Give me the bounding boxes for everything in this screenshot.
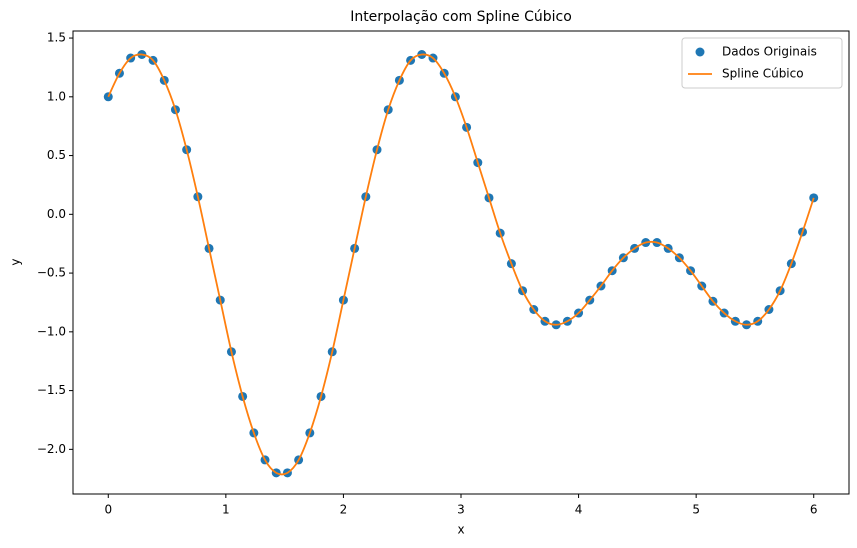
- chart-title: Interpolação com Spline Cúbico: [350, 9, 572, 25]
- y-tick-label: 0.0: [47, 207, 66, 221]
- x-tick-label: 1: [222, 503, 230, 517]
- x-tick-label: 6: [810, 503, 818, 517]
- x-tick-label: 5: [692, 503, 700, 517]
- y-tick-label: −1.5: [37, 383, 66, 397]
- x-tick-label: 4: [575, 503, 583, 517]
- legend-marker: [695, 47, 705, 57]
- plot-frame: [72, 30, 850, 495]
- y-tick-label: −2.0: [37, 442, 66, 456]
- spline-line: [107, 53, 815, 476]
- y-tick-label: −0.5: [37, 266, 66, 280]
- legend-label: Dados Originais: [722, 45, 817, 59]
- y-tick-label: 1.0: [47, 89, 66, 103]
- x-axis-label: x: [457, 523, 464, 537]
- x-tick-label: 0: [104, 503, 112, 517]
- x-tick-label: 3: [457, 503, 465, 517]
- y-axis-label: y: [9, 258, 23, 265]
- y-tick-label: −1.0: [37, 324, 66, 338]
- legend-label: Spline Cúbico: [722, 67, 804, 81]
- y-tick-label: 0.5: [47, 148, 66, 162]
- y-tick-label: 1.5: [47, 31, 66, 45]
- x-tick-label: 2: [340, 503, 348, 517]
- legend-box: [681, 37, 843, 89]
